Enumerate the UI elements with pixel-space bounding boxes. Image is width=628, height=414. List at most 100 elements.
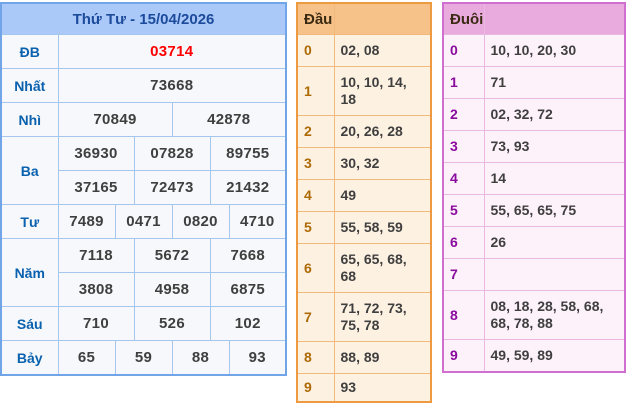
prize-value-special: 03714 — [57, 34, 287, 69]
prize-label-bay: Bảy — [0, 340, 59, 376]
prize-value: 89755 — [209, 136, 287, 171]
duoi-digit: 3 — [442, 130, 485, 163]
table-row: Năm 7118 5672 7668 — [0, 238, 287, 307]
prize-value: 36930 — [57, 136, 135, 171]
dau-digit: 9 — [296, 373, 335, 403]
prize-value: 3808 — [57, 272, 135, 307]
dau-digit: 0 — [296, 34, 335, 67]
prize-value: 73668 — [57, 68, 287, 103]
duoi-digit: 7 — [442, 258, 485, 291]
dau-numbers: 71, 72, 73, 75, 78 — [333, 292, 432, 342]
prize-value: 65 — [57, 340, 116, 376]
dau-header: Đầu — [296, 2, 335, 35]
duoi-numbers: 71 — [483, 66, 626, 99]
duoi-numbers: 26 — [483, 226, 626, 259]
duoi-numbers: 10, 10, 20, 30 — [483, 34, 626, 67]
table-row: 8 08, 18, 28, 58, 68, 68, 78, 88 — [442, 290, 626, 340]
prize-value: 710 — [57, 306, 135, 341]
dau-table: Đầu 0 02, 08 1 10, 10, 14, 18 2 20, 26, 28 … — [296, 2, 432, 403]
prize-value: 7668 — [209, 238, 287, 273]
dau-numbers: 49 — [333, 179, 432, 212]
table-row: Sáu 710 526 102 — [0, 306, 287, 341]
dau-digit: 8 — [296, 341, 335, 374]
duoi-header: Đuôi — [442, 2, 485, 35]
table-row: Tư 7489 0471 0820 4710 — [0, 204, 287, 239]
table-row: 6 26 — [442, 226, 626, 259]
duoi-numbers: 08, 18, 28, 58, 68, 68, 78, 88 — [483, 290, 626, 340]
table-row: Bảy 65 59 88 93 — [0, 340, 287, 376]
table-row: 9 93 — [296, 373, 432, 403]
dau-digit: 2 — [296, 115, 335, 148]
table-row: 9 49, 59, 89 — [442, 339, 626, 373]
prize-label-ba: Ba — [0, 136, 59, 205]
duoi-digit: 1 — [442, 66, 485, 99]
prize-value: 0820 — [171, 204, 230, 239]
duoi-numbers: 73, 93 — [483, 130, 626, 163]
table-row: 7 — [442, 258, 626, 291]
dau-digit: 4 — [296, 179, 335, 212]
table-row: 6 65, 65, 68, 68 — [296, 243, 432, 293]
table-row: 0 02, 08 — [296, 34, 432, 67]
dau-numbers: 88, 89 — [333, 341, 432, 374]
table-row: 2 02, 32, 72 — [442, 98, 626, 131]
prize-value: 6875 — [209, 272, 287, 307]
table-row: 3 30, 32 — [296, 147, 432, 180]
table-row: 7 71, 72, 73, 75, 78 — [296, 292, 432, 342]
draw-date-title: Thứ Tư - 15/04/2026 — [0, 2, 287, 35]
duoi-digit: 8 — [442, 290, 485, 340]
prize-value: 88 — [171, 340, 230, 376]
prize-label-nhat: Nhất — [0, 68, 59, 103]
prize-label-db: ĐB — [0, 34, 59, 69]
table-row: Nhì 70849 42878 — [0, 102, 287, 137]
table-row: 1 71 — [442, 66, 626, 99]
table-row: 1 10, 10, 14, 18 — [296, 66, 432, 116]
table-row: 8 88, 89 — [296, 341, 432, 374]
dau-digit: 6 — [296, 243, 335, 293]
dau-header-spacer — [333, 2, 432, 35]
prize-value: 7489 — [57, 204, 116, 239]
table-row: 0 10, 10, 20, 30 — [442, 34, 626, 67]
prize-value: 4710 — [228, 204, 287, 239]
prize-value: 07828 — [133, 136, 211, 171]
prize-value: 7118 — [57, 238, 135, 273]
dau-numbers: 10, 10, 14, 18 — [333, 66, 432, 116]
duoi-digit: 6 — [442, 226, 485, 259]
table-row: 3 73, 93 — [442, 130, 626, 163]
duoi-table: Đuôi 0 10, 10, 20, 30 1 71 2 02, 32, 72 3 73… — [442, 2, 626, 373]
prize-value: 4958 — [133, 272, 211, 307]
dau-numbers: 65, 65, 68, 68 — [333, 243, 432, 293]
prize-value: 37165 — [57, 170, 135, 205]
duoi-numbers: 49, 59, 89 — [483, 339, 626, 373]
dau-digit: 3 — [296, 147, 335, 180]
table-row: ĐB 03714 — [0, 34, 287, 69]
prize-value: 70849 — [57, 102, 173, 137]
dau-numbers: 02, 08 — [333, 34, 432, 67]
table-row: Đầu — [296, 2, 432, 35]
duoi-digit: 9 — [442, 339, 485, 373]
prize-label-nam: Năm — [0, 238, 59, 307]
prize-label-tu: Tư — [0, 204, 59, 239]
prize-value: 5672 — [133, 238, 211, 273]
duoi-header-spacer — [483, 2, 626, 35]
duoi-numbers: 02, 32, 72 — [483, 98, 626, 131]
table-row: 2 20, 26, 28 — [296, 115, 432, 148]
table-row: Đuôi — [442, 2, 626, 35]
table-row: 4 49 — [296, 179, 432, 212]
table-row: 37165 72473 21432 — [1, 170, 287, 205]
lottery-results-table: Thứ Tư - 15/04/2026 ĐB 03714 Nhất 73668 … — [0, 2, 287, 376]
prize-value: 0471 — [114, 204, 173, 239]
prize-value: 526 — [133, 306, 211, 341]
duoi-digit: 4 — [442, 162, 485, 195]
table-row: 3808 4958 6875 — [1, 272, 287, 307]
duoi-numbers: 14 — [483, 162, 626, 195]
dau-digit: 5 — [296, 211, 335, 244]
duoi-digit: 2 — [442, 98, 485, 131]
dau-numbers: 55, 58, 59 — [333, 211, 432, 244]
table-row: Ba 36930 07828 89755 — [0, 136, 287, 205]
duoi-digit: 5 — [442, 194, 485, 227]
duoi-numbers: 55, 65, 65, 75 — [483, 194, 626, 227]
table-row: 5 55, 58, 59 — [296, 211, 432, 244]
dau-digit: 7 — [296, 292, 335, 342]
dau-numbers: 30, 32 — [333, 147, 432, 180]
